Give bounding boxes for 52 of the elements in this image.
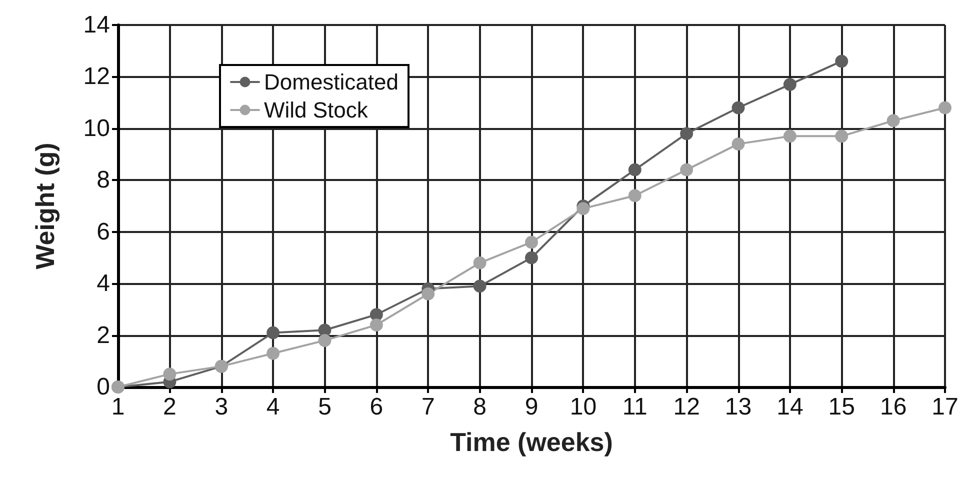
point <box>783 78 796 91</box>
x-axis-title: Time (weeks) <box>450 427 613 457</box>
point <box>680 163 694 176</box>
x-tick-label: 10 <box>570 394 597 420</box>
point <box>525 251 538 264</box>
y-tick-label: 8 <box>96 166 110 194</box>
point <box>835 54 848 68</box>
point <box>732 137 745 150</box>
x-tick-label: 2 <box>163 394 176 420</box>
point <box>576 202 590 216</box>
x-tick-label: 3 <box>214 394 228 420</box>
y-tick-label: 4 <box>96 270 110 298</box>
point <box>628 163 642 176</box>
x-tick-label: 13 <box>724 394 752 420</box>
x-tick-label: 11 <box>622 394 648 420</box>
x-tick-label: 4 <box>266 394 280 420</box>
point <box>628 189 642 202</box>
point <box>473 280 486 293</box>
x-tick-label: 1 <box>111 394 125 420</box>
point <box>732 101 745 114</box>
point <box>266 346 280 360</box>
point <box>525 236 538 249</box>
point <box>886 114 900 128</box>
y-axis-title: Weight (g) <box>30 142 60 270</box>
point <box>680 127 694 140</box>
y-tick-label: 12 <box>83 63 110 90</box>
x-tick-label: 12 <box>673 394 700 420</box>
point <box>938 101 952 114</box>
y-tick-label: 0 <box>96 374 110 400</box>
x-tick-label: 16 <box>880 394 907 420</box>
x-tick-label: 8 <box>473 394 486 420</box>
x-tick-label: 17 <box>932 394 958 420</box>
point <box>370 318 383 332</box>
x-tick-label: 15 <box>828 394 855 420</box>
point <box>835 130 848 143</box>
y-tick-label: 2 <box>96 322 110 349</box>
y-tick-label: 6 <box>96 218 110 246</box>
point <box>163 368 176 381</box>
x-tick-label: 14 <box>776 394 804 420</box>
point <box>783 130 796 143</box>
point <box>422 287 435 300</box>
legend-label: Wild Stock <box>264 98 369 122</box>
point <box>473 256 486 270</box>
y-tick-label: 10 <box>83 114 110 142</box>
x-tick-label: 7 <box>421 394 435 420</box>
x-tick-label: 5 <box>318 394 332 420</box>
y-tick-label: 14 <box>83 12 110 38</box>
x-tick-label: 6 <box>370 394 384 420</box>
point <box>266 326 280 340</box>
x-tick-label: 9 <box>524 394 538 420</box>
point <box>318 334 332 347</box>
legend-label: Domesticated <box>264 70 399 94</box>
